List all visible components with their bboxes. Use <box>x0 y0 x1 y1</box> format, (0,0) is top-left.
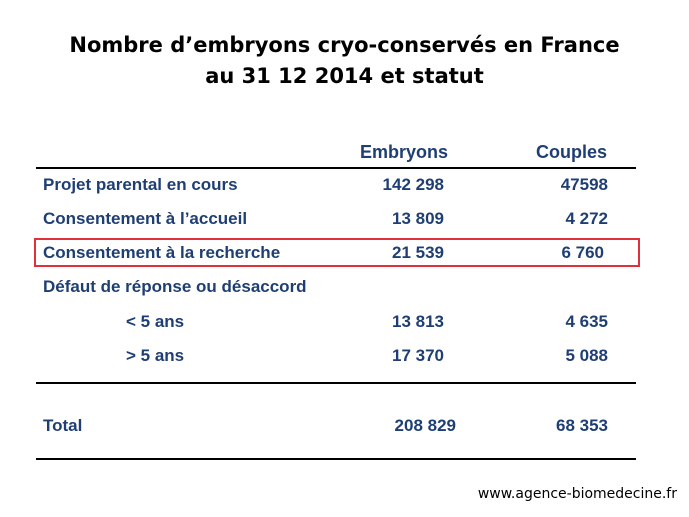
table-row-consentement-accueil: Consentement à l’accueil 13 809 4 272 <box>0 203 689 235</box>
row-label: Défaut de réponse ou désaccord <box>43 277 307 296</box>
row-label: Projet parental en cours <box>43 175 238 194</box>
row-label: < 5 ans <box>126 312 185 331</box>
bottom-divider <box>36 458 636 460</box>
row-embryons-value: 142 298 <box>382 175 444 194</box>
total-embryons-value: 208 829 <box>394 416 456 435</box>
page-title: Nombre d’embryons cryo-conservés en Fran… <box>0 30 689 92</box>
table-row-moins-5-ans: < 5 ans 13 813 4 635 <box>0 306 689 338</box>
row-label: Consentement à la recherche <box>43 243 281 262</box>
table-row-consentement-recherche: Consentement à la recherche 21 539 6 760 <box>0 237 689 269</box>
header-divider <box>36 167 636 169</box>
row-label: Consentement à l’accueil <box>43 209 248 228</box>
row-couples-value: 47598 <box>560 175 608 194</box>
total-label: Total <box>43 416 83 435</box>
row-embryons-value: 17 370 <box>392 346 444 365</box>
row-couples-value: 4 635 <box>565 312 608 331</box>
table-row-plus-5-ans: > 5 ans 17 370 5 088 <box>0 340 689 372</box>
title-line-2: au 31 12 2014 et statut <box>205 64 484 88</box>
title-line-1: Nombre d’embryons cryo-conservés en Fran… <box>69 33 620 57</box>
row-couples-value: 5 088 <box>565 346 608 365</box>
column-header-embryons: Embryons <box>360 142 449 162</box>
row-embryons-value: 13 809 <box>392 209 444 228</box>
row-embryons-value: 13 813 <box>392 312 444 331</box>
table-row-total: Total 208 829 68 353 <box>0 410 689 442</box>
table-row-defaut-reponse: Défaut de réponse ou désaccord <box>0 271 689 303</box>
total-couples-value: 68 353 <box>556 416 608 435</box>
column-header-couples: Couples <box>536 142 608 162</box>
table-row-projet-parental: Projet parental en cours 142 298 47598 <box>0 169 689 201</box>
row-embryons-value: 21 539 <box>392 243 444 262</box>
source-url: www.agence-biomedecine.fr <box>477 486 677 502</box>
row-couples-value: 4 272 <box>565 209 608 228</box>
row-couples-value: 6 760 <box>561 243 604 262</box>
total-divider <box>36 382 636 384</box>
highlight-box <box>34 238 640 267</box>
row-label: > 5 ans <box>126 346 185 365</box>
